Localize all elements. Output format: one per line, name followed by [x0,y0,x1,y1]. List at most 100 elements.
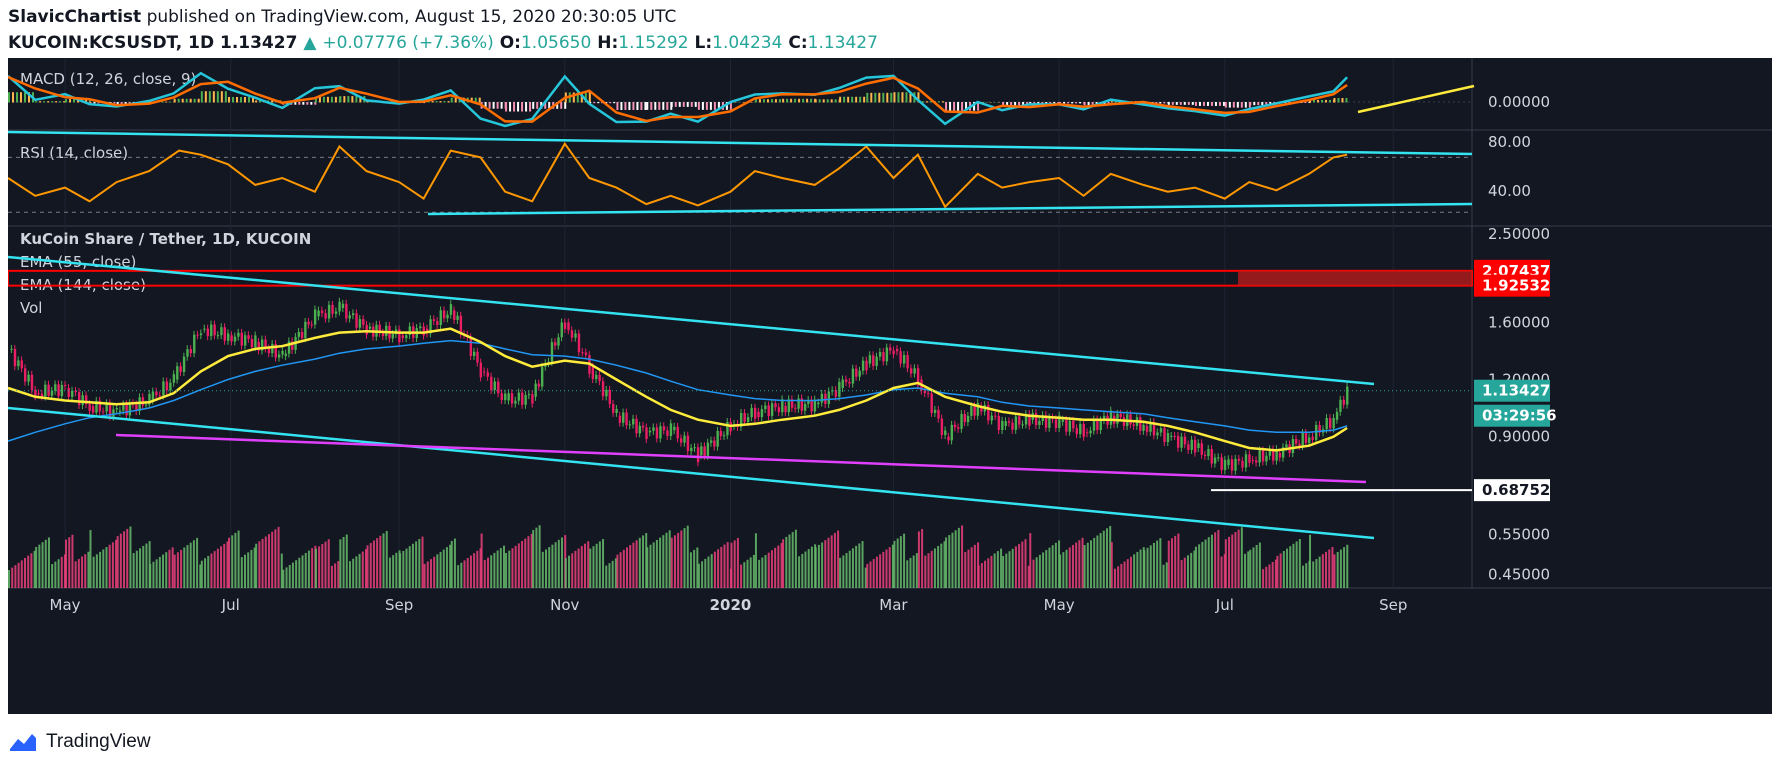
volume-bar [701,561,704,588]
volume-bar [696,547,699,588]
footer-brand[interactable]: TradingView [46,731,151,752]
candle-body [483,371,486,373]
candle-body [81,395,84,406]
candle-body [892,350,895,355]
candle-body [970,406,973,416]
macd-histogram-bar [69,99,72,103]
volume-bar [99,551,102,588]
volume-bar [635,540,638,588]
macd-histogram-bar [847,96,850,103]
volume-bar [345,534,348,588]
volume-bar [466,557,469,588]
candle-body [91,406,95,413]
rsi-lower-trendline [427,202,1473,216]
candle-body [1234,458,1237,471]
chart-canvas[interactable]: May Jul Sep Nov 2020 Mar May Jul Sep MACD (12, 26… [8,58,1772,714]
candle-body [490,376,493,391]
x-tick-label: May [50,596,81,614]
volume-bar [149,564,152,588]
candle-body [500,393,503,401]
volume-bar [774,547,777,588]
candle-body [750,407,753,418]
volume-bar [1129,556,1132,588]
volume-bar [145,543,148,588]
footer: TradingView [8,726,151,758]
volume-bar [1075,542,1078,588]
macd-histogram-bar [85,99,88,103]
volume-bar [749,557,752,588]
macd-histogram-bar [1341,98,1344,103]
candle-body [757,411,760,418]
volume-bar [415,541,418,588]
high-value: 1.15292 [618,33,689,53]
candle-body [655,427,659,439]
candle-body [591,366,595,380]
candle-body [220,327,223,336]
macd-histogram-bar [564,102,567,109]
candle-body [510,393,514,404]
volume-bar [1177,533,1180,588]
volume-bar [885,549,888,588]
author-name[interactable]: SlavicChartist [8,7,142,27]
volume-bar [704,558,707,588]
volume-bar [538,525,541,588]
volume-bar [180,549,183,588]
volume-bar [548,547,551,588]
macd-histogram-bar [427,101,430,103]
macd-histogram-bar [674,102,677,107]
macd-histogram-bar [636,102,639,110]
volume-bar [445,547,448,588]
candle-body [1318,425,1321,433]
candle-body [1261,450,1265,462]
candle-body [703,446,706,456]
x-tick-label: 2020 [710,596,752,614]
volume-bar [864,567,867,588]
candle-body [179,366,182,373]
macd-histogram-bar [517,102,520,112]
volume-bar [848,550,851,588]
candle-body [540,366,544,387]
volume-bar [204,558,207,588]
volume-bar [791,532,794,588]
volume-bar [973,544,976,588]
candle-body [848,381,851,384]
candle-body [422,326,425,336]
volume-bar [274,529,277,588]
volume-bar [906,560,909,588]
chart-svg[interactable]: May Jul Sep Nov 2020 Mar May Jul Sep MACD (12, 26… [8,58,1772,714]
tradingview-logo-icon[interactable] [8,731,38,753]
candle-body [1044,415,1048,428]
price-label-box [1474,274,1550,297]
candle-body [1180,436,1183,448]
volume-bar [1167,540,1170,588]
candle-body [338,301,341,312]
macd-histogram-bar [488,102,491,109]
macd-histogram-bar [450,97,453,103]
macd-histogram-bar [686,102,689,107]
macd-histogram-bar [1236,102,1239,108]
volume-bar [1146,547,1149,588]
candle-body [34,389,37,397]
volume-bar [277,526,280,588]
candle-body [554,342,557,346]
volume-bar [162,554,165,588]
macd-histogram-bar [1206,102,1209,106]
volume-bar [1133,554,1136,588]
volume-bar [954,530,957,588]
candle-body [317,310,320,317]
candle-body [331,304,334,314]
candle-body [1220,457,1223,471]
macd-histogram-bar [620,102,623,110]
volume-bar [119,533,122,588]
volume-bar [977,565,980,588]
macd-histogram-bar [193,98,196,103]
candle-body [10,348,13,350]
volume-bar [176,552,179,588]
candle-body [605,389,608,397]
volume-bar [782,539,785,588]
candle-body [889,347,892,351]
volume-bar [577,548,580,588]
candle-body [838,381,841,397]
candle-body [1335,411,1339,420]
volume-bar [1059,554,1062,588]
